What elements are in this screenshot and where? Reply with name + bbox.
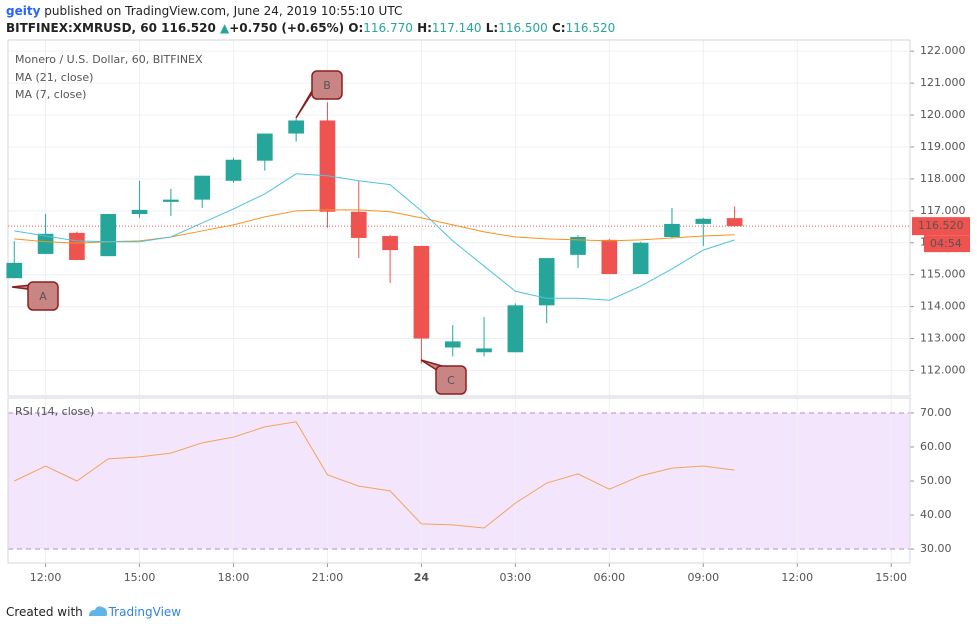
ohlc-label: H: [417,21,432,35]
countdown-tag [924,235,970,253]
rsi-band [8,412,910,550]
callout-label: C [447,374,455,387]
last: 116.520 [161,21,216,35]
candle-body [664,223,680,237]
y-tick-label: 112.000 [920,363,966,376]
rsi-panel [7,397,911,564]
candle-body [726,218,743,227]
candle-body [413,245,430,339]
y-tick-label: 40.00 [920,508,952,521]
published: published on TradingView.com, June 24, 2… [44,4,403,18]
ohlc-value: 117.140 [431,21,482,35]
candle-body [288,120,304,134]
ohlc-value: 116.770 [363,21,413,35]
candle-body [100,214,117,257]
legend-title: Monero / U.S. Dollar, 60, BITFINEX [15,53,203,66]
up-arrow: ▲ [220,21,230,35]
x-tick-label: 09:00 [687,571,719,584]
x-tick-label: 12:00 [30,571,62,584]
footer: Created with TradingView [6,602,181,619]
x-tick-label: 21:00 [312,571,344,584]
y-tick-label: 50.00 [920,474,952,487]
countdown: 04:54 [930,237,962,250]
y-tick-label: 117.000 [920,204,966,217]
y-tick-label: 115.000 [920,268,966,281]
logo [88,606,107,616]
symbol: BITFINEX:XMRUSD, 60 [6,21,157,35]
y-tick-label: 113.000 [920,332,966,345]
created: Created with [6,605,83,619]
candle-body [319,120,336,212]
candle-body [570,236,586,255]
callout-label: B [323,79,331,92]
candle-body [194,175,211,200]
ohlc-value: 116.520 [565,21,616,35]
y-tick-label: 118.000 [920,172,966,185]
candle-body [507,305,524,353]
change: +0.750 (+0.65%) [229,21,345,35]
candle-body [163,199,179,202]
rsi-line [14,421,735,529]
ohlc-label: O: [348,21,364,35]
price-panel [7,39,911,397]
candle-body [476,348,492,353]
header-line: BITFINEX:XMRUSD, 60 116.520 ▲+0.750 (+0.… [6,21,615,35]
ohlc-label: C: [552,21,566,35]
y-tick-label: 122.000 [920,44,966,57]
candle-body [601,239,618,275]
candle-body [37,233,54,254]
y-tick-label: 70.00 [920,406,952,419]
last-price-tag [912,217,970,236]
x-tick-label: 15:00 [875,571,907,584]
legend-entry: MA (21, close) [15,71,93,84]
chart: 12:00 15:00 18:00 21:00 24 03:00 06:00 09:00 12:… [6,39,970,584]
legend-title: RSI (14, close) [15,405,94,418]
x-tick-label: 12:00 [781,571,813,584]
x-tick-label: 24 [414,571,430,584]
y-tick-label: 60.00 [920,440,952,453]
candle-body [6,262,23,279]
ma-line [14,173,735,301]
callout-box [27,281,59,311]
candle-body [538,258,555,306]
ohlc-label: L: [485,21,499,35]
x-tick-label: 15:00 [124,571,156,584]
callout-label: A [39,290,47,303]
callout: B [295,70,343,119]
ohlc: O:116.770 H:117.140 L:116.500 C:116.520 [348,21,615,35]
last-price-label: 116.520 [918,219,964,232]
callout: C [420,359,467,395]
y-tick-label: 119.000 [920,140,966,153]
y-tick-label: 120.000 [920,108,966,121]
y-tick-label: 121.000 [920,76,966,89]
candle-body [632,242,649,275]
x-tick-label: 03:00 [500,571,532,584]
y-tick-label: 114.000 [920,300,966,313]
callout-box [435,365,467,395]
callout: A [11,281,59,311]
header-line: geity published on TradingView.com, June… [6,4,402,18]
candle-body [225,159,242,181]
candle-body [69,232,85,260]
ohlc-value: 116.500 [498,21,548,35]
y-tick-label: 30.00 [920,542,952,555]
candle-body [350,211,367,238]
candle-body [131,209,148,215]
candle-body [444,341,461,348]
x-tick-label: 06:00 [593,571,625,584]
callout-box [311,70,343,100]
candle-body [256,133,273,161]
legend-entry: MA (7, close) [15,88,86,101]
x-tick-label: 18:00 [218,571,250,584]
candle-body [695,218,712,224]
ma-line [14,209,735,244]
candle-body [382,236,398,251]
user: geity [6,4,41,18]
brand: TradingView [108,605,182,619]
